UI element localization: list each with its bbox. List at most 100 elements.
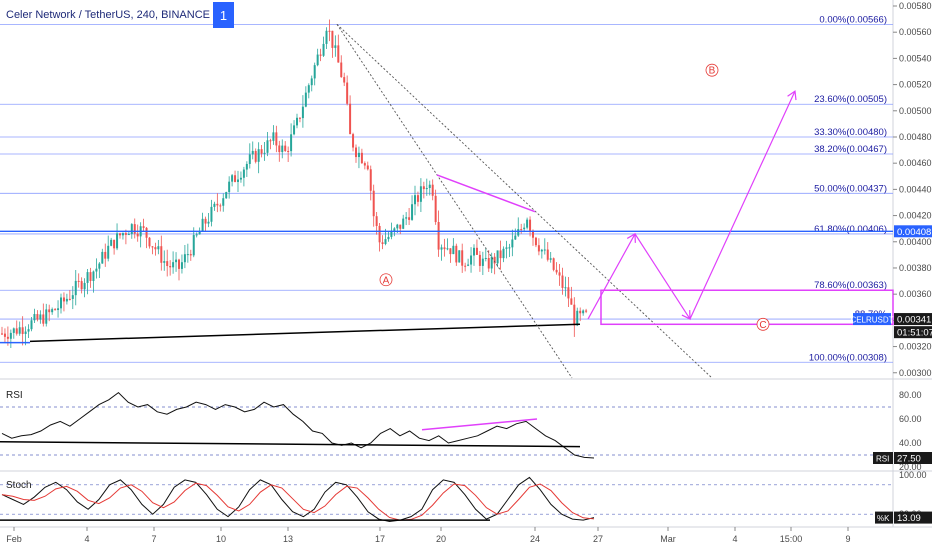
time-tick-label: Mar xyxy=(660,534,676,544)
candle-body xyxy=(60,297,62,309)
candle-body xyxy=(245,163,248,170)
rsi-tick-label: 60.00 xyxy=(899,414,922,424)
candle-body xyxy=(475,247,478,255)
badge-box[interactable] xyxy=(213,2,234,28)
candle-body xyxy=(272,132,275,141)
stoch-k-line xyxy=(1,476,595,523)
candle-body xyxy=(464,265,467,267)
rsi-name-badge xyxy=(873,452,893,464)
wave-label-circle xyxy=(705,63,719,77)
candle-body xyxy=(461,250,464,266)
candle-body xyxy=(151,246,154,248)
candle-body xyxy=(30,320,33,330)
candle-body xyxy=(402,218,405,229)
candle-body xyxy=(266,140,269,153)
candle-body xyxy=(349,103,352,135)
time-tick-label: 7 xyxy=(151,534,156,544)
candle-body xyxy=(496,250,499,264)
price-badge xyxy=(894,326,932,339)
candle-body xyxy=(254,150,257,162)
candle-body xyxy=(405,217,408,219)
candle-body xyxy=(287,150,290,152)
candle-body xyxy=(470,255,473,265)
badge-number: 1 xyxy=(220,8,227,23)
candle-body xyxy=(248,154,251,164)
stoch-value-label: 13.09 xyxy=(897,513,921,524)
grid-layer xyxy=(0,0,932,528)
candle-body xyxy=(396,224,399,229)
projection-path xyxy=(587,90,796,321)
symbol-badge xyxy=(853,313,891,326)
price-axis[interactable]: 0.00580 0.00560 0.00540 0.00520 0.00500 0.004… xyxy=(850,1,932,378)
candle-body xyxy=(346,82,349,104)
time-tick-label: 27 xyxy=(593,534,603,544)
candle-body xyxy=(296,117,298,126)
price-tick-label: 0.00480 xyxy=(899,132,932,142)
candle-body xyxy=(313,65,316,79)
candle-body xyxy=(328,30,331,32)
candle-body xyxy=(487,257,490,269)
candle-body xyxy=(355,147,357,158)
candle-body xyxy=(378,225,381,243)
candle-body xyxy=(251,150,254,155)
price-tick-label: 0.00580 xyxy=(899,1,932,11)
time-axis[interactable]: Feb 4 7 10 13 17 20 24 27 Mar 4 15:00 9 xyxy=(6,527,851,544)
rsi-divergence-line xyxy=(421,418,538,431)
price-tick-label: 0.00400 xyxy=(899,237,932,247)
price-tick-label: 0.00360 xyxy=(899,289,932,299)
stoch-tick-label: 100.00 xyxy=(899,470,927,480)
rsi-value-badge xyxy=(894,452,932,464)
rsi-label: RSI xyxy=(6,390,23,401)
candle-body xyxy=(157,246,160,250)
candle-body xyxy=(381,242,384,244)
candle-body xyxy=(222,198,225,206)
candle-body xyxy=(293,125,296,135)
candle-body xyxy=(340,62,343,78)
wave-label-circle xyxy=(756,317,770,331)
candle-body xyxy=(526,219,529,228)
candle-body xyxy=(51,309,54,313)
candle-body xyxy=(142,226,145,228)
candle-body xyxy=(195,234,198,236)
candle-body xyxy=(183,254,186,263)
candle-body xyxy=(113,239,116,249)
candle-body xyxy=(366,165,369,170)
stoch-d-line xyxy=(1,482,595,521)
candle-body xyxy=(92,271,95,281)
candle-body xyxy=(408,217,411,220)
candle-body xyxy=(546,249,549,260)
candle-body xyxy=(301,106,304,119)
price-tick-label: 0.00440 xyxy=(899,184,932,194)
candle-body xyxy=(257,149,260,162)
candle-body xyxy=(570,298,573,305)
candle-body xyxy=(36,314,39,320)
price-badge-label: 01:51:07 xyxy=(897,328,932,339)
candle-body xyxy=(582,310,585,314)
candle-body xyxy=(316,54,319,66)
candle-body xyxy=(310,78,313,86)
rsi-tick-label: 40.00 xyxy=(899,438,922,448)
divergence-line xyxy=(436,174,536,213)
candle-body xyxy=(440,247,443,250)
candle-body xyxy=(263,152,266,154)
candle-body xyxy=(180,262,183,269)
candle-body xyxy=(45,309,48,324)
candle-body xyxy=(1,333,3,335)
stoch-name-badge xyxy=(875,511,893,524)
candle-body xyxy=(363,163,366,166)
candle-body xyxy=(148,237,151,247)
candle-body xyxy=(322,43,325,56)
candle-body xyxy=(127,234,130,236)
candle-body xyxy=(172,262,175,268)
candle-body xyxy=(24,331,27,334)
candle-body xyxy=(12,328,15,333)
candle-body xyxy=(42,314,45,324)
candle-body xyxy=(192,235,195,256)
price-badge xyxy=(894,225,932,238)
price-tick-label: 0.00460 xyxy=(899,158,932,168)
fib-label: 33.30%(0.00480) xyxy=(814,127,887,138)
candle-body xyxy=(534,237,537,246)
candle-body xyxy=(33,314,36,321)
candle-body xyxy=(163,261,166,263)
candle-body xyxy=(110,239,113,246)
